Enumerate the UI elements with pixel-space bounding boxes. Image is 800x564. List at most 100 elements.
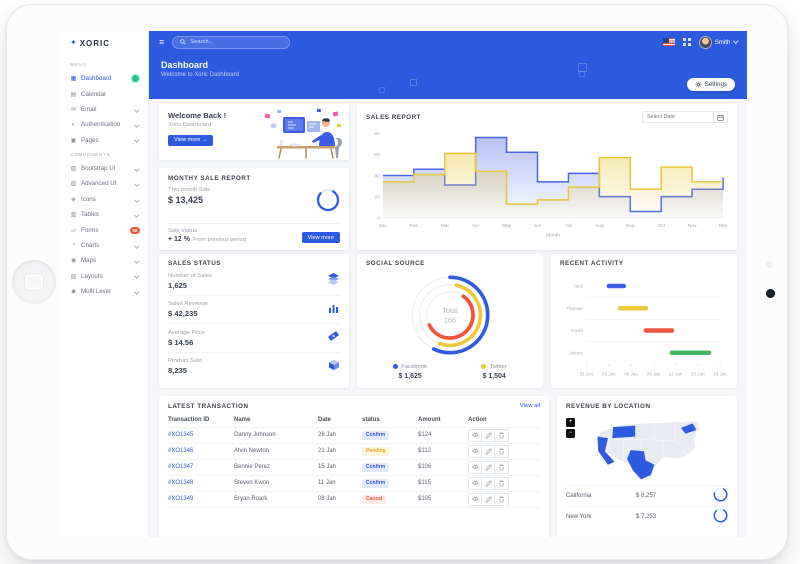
status-value: $ 42,235 [168, 309, 198, 318]
trash-button[interactable] [495, 429, 508, 441]
chevron-down-icon [133, 289, 139, 295]
sidebar-item-calendar[interactable]: ▤ Calendar [61, 86, 148, 101]
svg-text:60: 60 [374, 152, 380, 158]
pencil-button[interactable] [482, 445, 495, 457]
transaction-date: 08 Jan [318, 496, 337, 503]
svg-text:Jack: Jack [573, 284, 583, 289]
topbar: ≡ Smith [149, 31, 747, 53]
table-row: #XO1348 Steven Kwon 11 Jan Confirm $115 [168, 476, 540, 492]
svg-text:Jul: Jul [565, 223, 571, 229]
pencil-button[interactable] [482, 461, 495, 473]
eye-button[interactable] [469, 477, 482, 489]
column-header: Action [468, 417, 487, 424]
pencil-button[interactable] [482, 477, 495, 489]
transaction-name: Steven Kwon [234, 480, 270, 487]
transaction-id-link[interactable]: #XO1346 [168, 448, 194, 455]
transaction-id-link[interactable]: #XO1347 [168, 464, 194, 471]
transaction-name: Alvin Newton [234, 448, 270, 455]
chevron-down-icon [133, 212, 139, 218]
sales-report-chart: 0 20 40 60 80 Jan Feb Mar Apr May Jun Jul Aug Sep Oct N… [374, 131, 728, 239]
svg-text:0: 0 [377, 216, 380, 222]
map-zoom-in-button[interactable]: + [566, 417, 575, 427]
sidebar-item-authentication[interactable]: ◐ Authentication [61, 117, 148, 132]
pencil-button[interactable] [482, 429, 495, 441]
cube-icon [328, 358, 340, 376]
calendar-icon [717, 114, 724, 121]
sidebar-item-forms[interactable]: ▱ Forms 09 [61, 222, 148, 237]
welcome-view-more-button[interactable]: View more → [168, 134, 214, 146]
monthly-view-more-button[interactable]: View more [301, 232, 340, 243]
state-new-york[interactable] [680, 423, 697, 434]
user-menu[interactable]: Smith [698, 35, 738, 49]
us-map[interactable] [588, 413, 706, 481]
trash-button[interactable] [495, 477, 508, 489]
legend-item-facebook: Facebook $ 1,625 [393, 364, 427, 380]
action-button-group [468, 492, 509, 506]
latest-transaction-card: LATEST TRANSACTION View all Transaction … [159, 395, 549, 537]
transaction-id-link[interactable]: #XO1349 [168, 496, 194, 503]
sales-report-title: SALES REPORT [366, 113, 421, 121]
count-badge: 09 [129, 226, 140, 234]
calendar-button[interactable] [714, 111, 728, 123]
welcome-illustration [264, 108, 343, 159]
state-montana[interactable] [612, 425, 636, 438]
sidebar-item-advanced-ui[interactable]: ▨ Advanced UI [61, 176, 148, 191]
language-flag-icon[interactable] [663, 38, 676, 46]
sidebar-toggle-icon[interactable]: ≡ [159, 36, 165, 47]
sidebar-item-bootstrap-ui[interactable]: ▧ Bootstrap UI [61, 161, 148, 176]
legend-dot [393, 364, 399, 370]
trash-button[interactable] [495, 493, 508, 505]
sidebar-item-email[interactable]: ✉ Email [61, 102, 148, 117]
chevron-down-icon [133, 106, 139, 112]
eye-button[interactable] [469, 429, 482, 441]
state-california[interactable] [597, 436, 615, 465]
search-input[interactable] [190, 39, 281, 45]
trash-button[interactable] [495, 445, 508, 457]
search-box[interactable] [172, 35, 291, 49]
home-button [12, 260, 56, 304]
app-logo[interactable]: ✦ XORIC [61, 31, 148, 55]
transaction-id-link[interactable]: #XO1345 [168, 432, 194, 439]
sidebar-item-multi-level[interactable]: ◆ Multi Level [61, 284, 148, 299]
map-zoom-out-button[interactable]: − [566, 428, 575, 438]
sidebar-item-charts[interactable]: ◔ Charts [61, 238, 148, 253]
tables-icon: ▥ [70, 212, 77, 219]
select-date-input[interactable] [642, 111, 714, 123]
eye-button[interactable] [469, 445, 482, 457]
chevron-down-icon [133, 166, 139, 172]
sidebar-item-maps[interactable]: ◉ Maps [61, 253, 148, 268]
sidebar-item-pages[interactable]: ▣ Pages [61, 133, 148, 148]
chevron-down-icon [133, 137, 139, 143]
column-header: Amount [418, 417, 441, 424]
sidebar-item-layouts[interactable]: ▧ Layouts [61, 269, 148, 284]
column-header: Transaction ID [168, 417, 210, 424]
logo-text: XORIC [79, 38, 111, 48]
view-all-link[interactable]: View all [519, 403, 540, 410]
maps-icon: ◉ [70, 258, 77, 265]
pages-icon: ▣ [70, 137, 77, 144]
location-value: $ 7,253 [636, 513, 657, 520]
pencil-button[interactable] [482, 493, 495, 505]
sidebar-item-dashboard[interactable]: ▦ Dashboard [61, 71, 148, 86]
apps-grid-icon[interactable] [683, 38, 691, 46]
sidebar-item-tables[interactable]: ▥ Tables [61, 207, 148, 222]
table-row: #XO1347 Bennie Perez 15 Jan Confirm $106 [168, 460, 540, 476]
sidebar-item-icons[interactable]: ◈ Icons [61, 192, 148, 207]
calendar-icon: ▤ [70, 91, 77, 98]
transaction-id-link[interactable]: #XO1348 [168, 480, 194, 487]
sidebar-item-label: Pages [81, 136, 99, 144]
settings-button[interactable]: Settings [686, 78, 735, 91]
eye-button[interactable] [469, 461, 482, 473]
status-value: $ 14.56 [168, 337, 194, 347]
trash-button[interactable] [495, 461, 508, 473]
action-button-group [468, 444, 509, 458]
table-header-row: Transaction ID Name Date status Amount Action [168, 414, 540, 428]
transaction-date: 26 Jan [318, 432, 337, 439]
eye-button[interactable] [469, 493, 482, 505]
state-texas[interactable] [627, 449, 655, 480]
main-area: ≡ Smith [149, 31, 747, 537]
status-label: Product Sold [168, 358, 202, 364]
svg-text:Mar: Mar [440, 223, 449, 229]
